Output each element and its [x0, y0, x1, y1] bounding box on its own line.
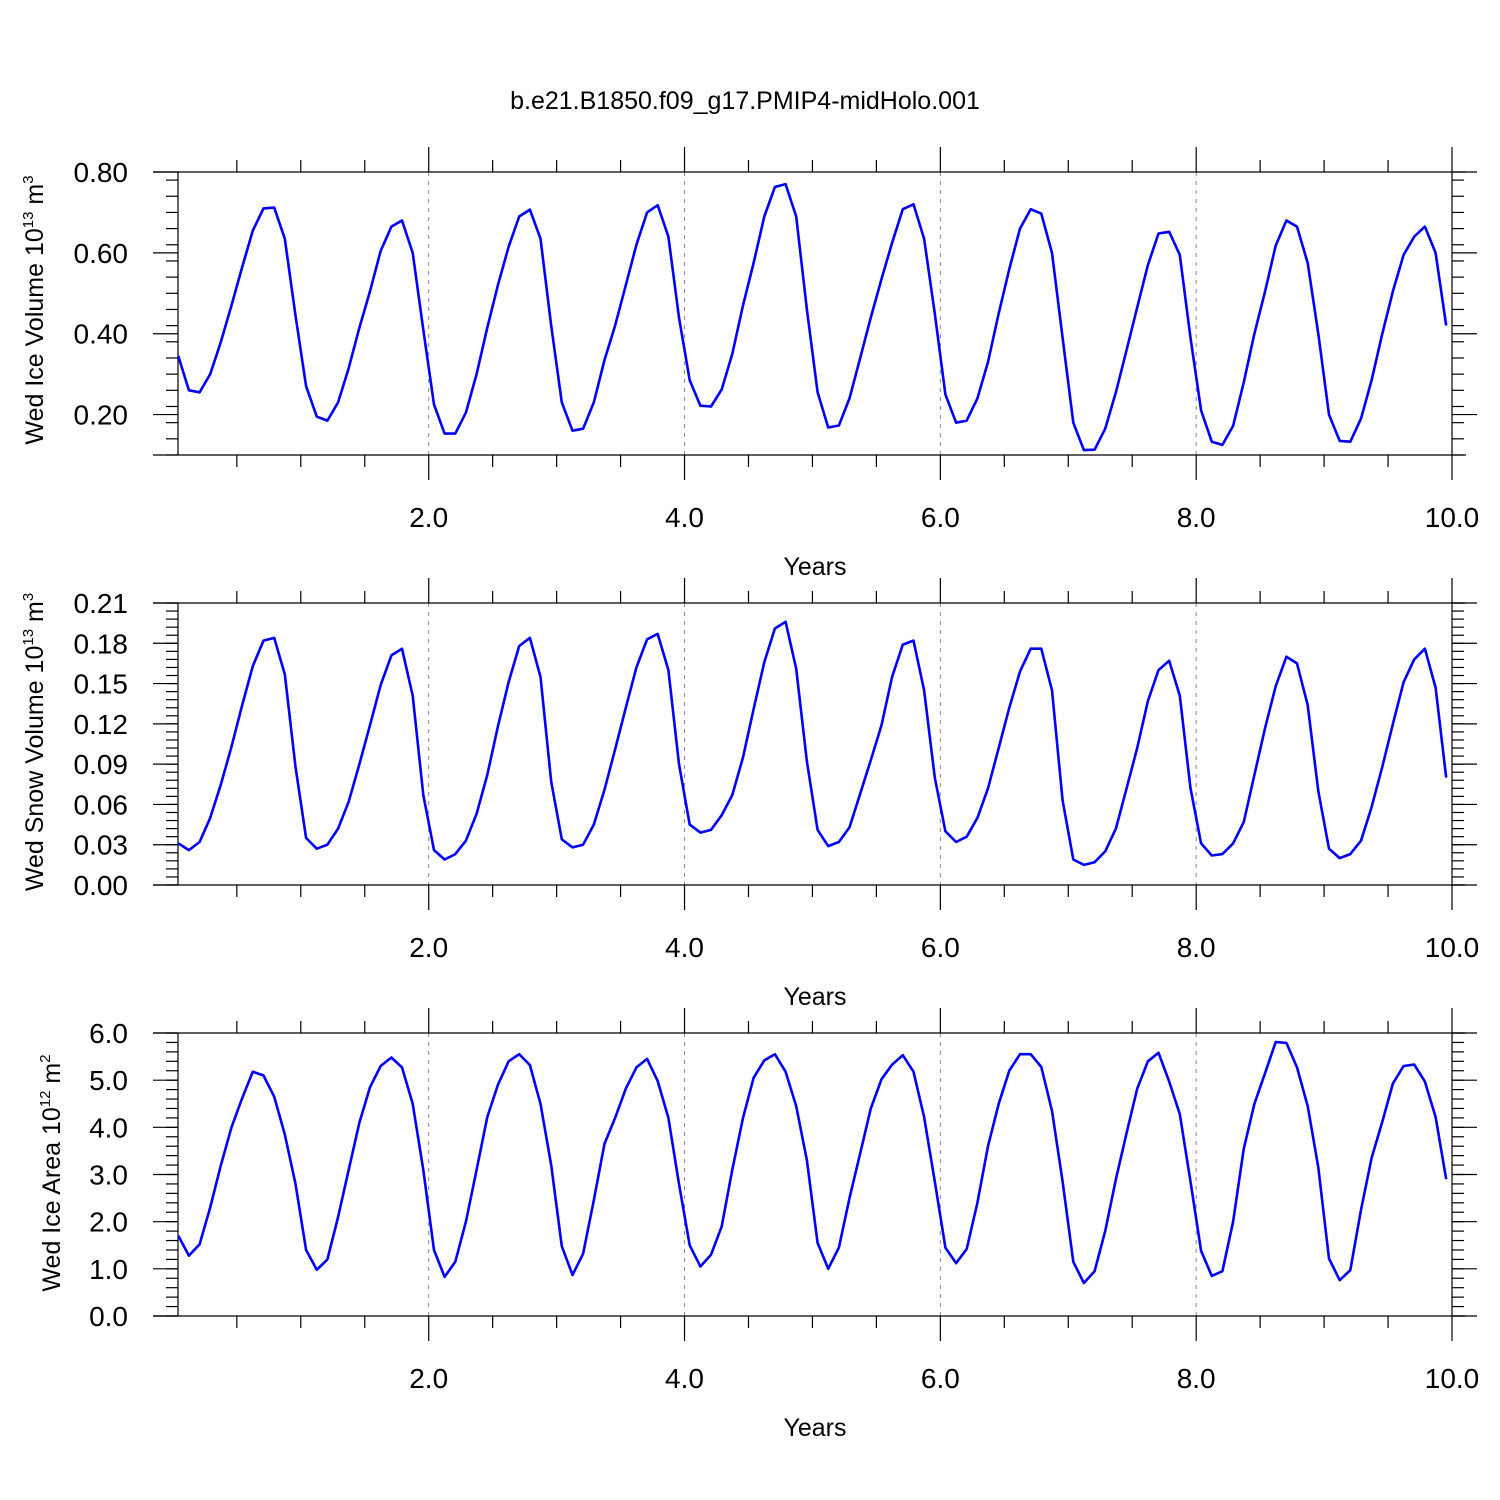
y-tick-label: 6.0	[89, 1018, 128, 1049]
y-tick-label: 0.12	[74, 709, 129, 740]
y-tick-label: 0.40	[74, 319, 129, 350]
x-tick-label: 10.0	[1425, 502, 1480, 533]
y-axis-label: Wed Ice Area 1012 m2	[37, 1054, 66, 1291]
y-tick-label: 4.0	[89, 1112, 128, 1143]
x-axis-label: Years	[783, 1414, 846, 1442]
series-line	[177, 182, 1448, 452]
x-tick-label: 10.0	[1425, 932, 1480, 963]
y-tick-label: 0.00	[74, 870, 129, 901]
x-tick-label: 6.0	[921, 1363, 960, 1394]
series-line	[177, 620, 1448, 867]
y-tick-label: 5.0	[89, 1065, 128, 1096]
x-tick-label: 2.0	[409, 1363, 448, 1394]
y-tick-label: 0.15	[74, 669, 129, 700]
y-tick-label: 1.0	[89, 1254, 128, 1285]
y-tick-label: 2.0	[89, 1207, 128, 1238]
y-axis-label: Wed Snow Volume 1013 m3	[20, 593, 49, 891]
x-tick-label: 6.0	[921, 502, 960, 533]
series-line	[177, 1040, 1448, 1285]
y-tick-label: 3.0	[89, 1160, 128, 1191]
x-tick-label: 4.0	[665, 1363, 704, 1394]
x-tick-label: 4.0	[665, 932, 704, 963]
x-axis-label: Years	[783, 553, 846, 581]
y-axis-label: Wed Ice Volume 1013 m3	[20, 175, 49, 444]
y-tick-label: 0.80	[74, 157, 129, 188]
y-tick-label: 0.18	[74, 628, 129, 659]
x-tick-label: 8.0	[1177, 1363, 1216, 1394]
y-tick-label: 0.60	[74, 238, 129, 269]
chart-panel-2: 2.0 4.0 6.0 8.0 10.0 0.00 0.03 0.06 0.09 0.12 0.15…	[20, 578, 1479, 1011]
y-tick-label: 0.09	[74, 749, 129, 780]
x-tick-label: 8.0	[1177, 502, 1216, 533]
x-tick-label: 8.0	[1177, 932, 1216, 963]
figure-title: b.e21.B1850.f09_g17.PMIP4-midHolo.001	[510, 87, 980, 115]
x-tick-label: 2.0	[409, 932, 448, 963]
chart-panel-3: 2.0 4.0 6.0 8.0 10.0 0.0 1.0 2.0 3.0 4.0 5.0 6.0 Yea…	[37, 1008, 1479, 1442]
y-tick-label: 0.20	[74, 400, 129, 431]
y-tick-label: 0.03	[74, 830, 129, 861]
y-tick-label: 0.06	[74, 789, 129, 820]
x-tick-label: 4.0	[665, 502, 704, 533]
x-tick-label: 2.0	[409, 502, 448, 533]
x-tick-label: 6.0	[921, 932, 960, 963]
y-tick-label: 0.21	[74, 588, 129, 619]
x-axis-label: Years	[783, 983, 846, 1011]
y-tick-label: 0.0	[89, 1301, 128, 1332]
chart-panel-1: 2.0 4.0 6.0 8.0 10.0 0.20 0.40 0.60 0.80 Years Wed…	[20, 147, 1479, 581]
x-tick-label: 10.0	[1425, 1363, 1480, 1394]
